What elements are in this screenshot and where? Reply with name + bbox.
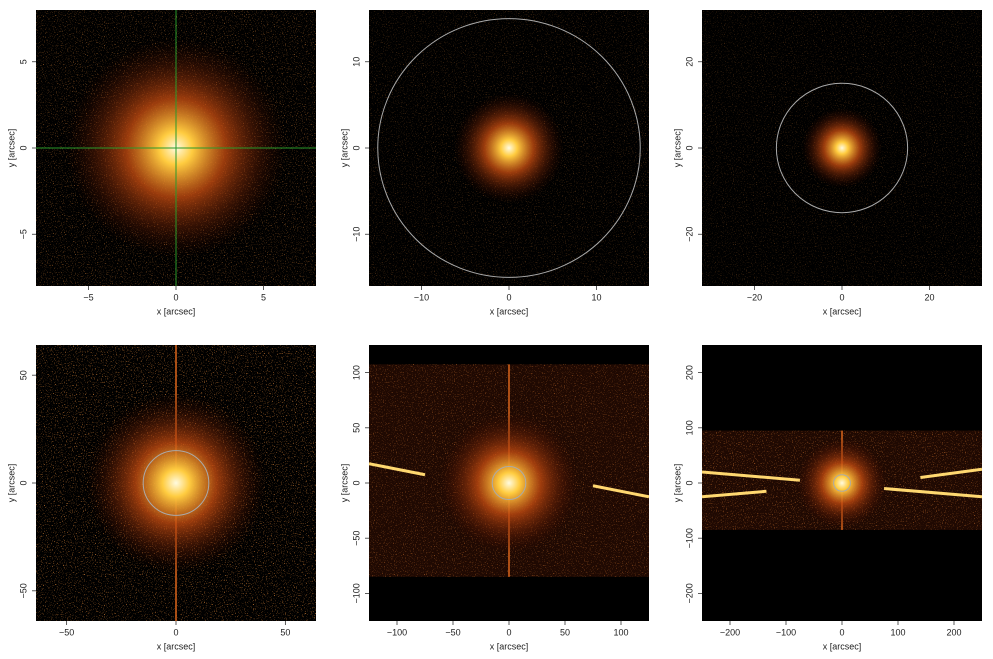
source-glow: [802, 108, 882, 188]
y-tick-label: 10: [351, 57, 361, 67]
panel: −10 0 10 −10 0 10 x [arcsec] y [arcsec]: [339, 10, 649, 316]
x-tick-label: 100: [613, 627, 628, 637]
y-tick-label: −10: [351, 227, 361, 242]
extraction-circle: [377, 18, 641, 278]
extraction-circle: [775, 82, 909, 214]
image: [369, 345, 649, 621]
x-tick-label: −20: [747, 292, 762, 302]
x-axis-label: x [arcsec]: [823, 641, 862, 651]
panel: −20 0 20 −20 0 20 x [arcsec] y [arcsec]: [672, 10, 982, 316]
panel: −50 0 50 −50 0 50 x [arcsec] y [arcsec]: [6, 345, 316, 651]
y-tick-label: −100: [351, 583, 361, 603]
x-tick-label: 100: [890, 627, 905, 637]
streak: [702, 470, 801, 482]
x-tick-label: 0: [173, 292, 178, 302]
y-tick-label: 0: [18, 480, 28, 485]
image: [369, 10, 649, 286]
y-tick-label: 5: [18, 59, 28, 64]
x-tick-label: −50: [59, 627, 74, 637]
x-axis-label: x [arcsec]: [157, 306, 196, 316]
x-axis-label: x [arcsec]: [823, 306, 862, 316]
y-axis-label: y [arcsec]: [339, 464, 349, 503]
x-tick-label: −200: [720, 627, 740, 637]
streak: [702, 489, 767, 499]
y-tick-label: −200: [684, 583, 694, 603]
y-tick-label: 100: [351, 365, 361, 380]
panel: −100 −50 0 50 100 −100 −50 0 50 100 x [arcsec] y [a…: [339, 345, 649, 651]
y-axis-label: y [arcsec]: [6, 464, 16, 503]
x-tick-label: 50: [560, 627, 570, 637]
streak: [369, 462, 426, 477]
y-tick-label: 0: [351, 480, 361, 485]
y-tick-label: −20: [684, 227, 694, 242]
x-tick-label: 50: [280, 627, 290, 637]
x-tick-label: 0: [839, 627, 844, 637]
source-glow: [439, 413, 579, 553]
y-tick-label: 100: [684, 420, 694, 435]
y-tick-label: 0: [684, 145, 694, 150]
y-axis-label: y [arcsec]: [6, 129, 16, 168]
streak: [883, 487, 982, 499]
y-axis-label: y [arcsec]: [672, 129, 682, 168]
x-axis-label: x [arcsec]: [490, 641, 529, 651]
x-tick-label: 0: [173, 627, 178, 637]
streak: [920, 467, 982, 479]
y-tick-label: −50: [18, 583, 28, 598]
y-tick-label: −100: [684, 528, 694, 548]
image: [702, 10, 982, 286]
source-glow: [86, 393, 266, 573]
x-tick-label: −100: [387, 627, 407, 637]
x-tick-label: 10: [591, 292, 601, 302]
x-tick-label: −5: [83, 292, 93, 302]
y-tick-label: 200: [684, 365, 694, 380]
x-tick-label: 0: [506, 292, 511, 302]
y-tick-label: 50: [351, 423, 361, 433]
y-tick-label: 0: [684, 480, 694, 485]
panel: −200 −100 0 100 200 −200 −100 0 100 200 x [arcsec]…: [672, 345, 982, 651]
y-tick-label: 20: [684, 57, 694, 67]
x-axis-label: x [arcsec]: [157, 641, 196, 651]
image: [36, 345, 316, 621]
extraction-circle: [833, 474, 851, 492]
x-tick-label: 0: [506, 627, 511, 637]
extraction-circle: [142, 450, 210, 516]
x-tick-label: −50: [445, 627, 460, 637]
y-tick-label: 0: [18, 145, 28, 150]
y-tick-label: −50: [351, 531, 361, 546]
x-tick-label: −100: [776, 627, 796, 637]
panel: −5 0 5 −5 0 5 x [arcsec] y [arcsec]: [6, 10, 316, 316]
y-axis-label: y [arcsec]: [339, 129, 349, 168]
y-tick-label: 0: [351, 145, 361, 150]
extraction-circle: [491, 465, 527, 501]
x-axis-label: x [arcsec]: [490, 306, 529, 316]
y-tick-label: 50: [18, 370, 28, 380]
source-glow: [797, 438, 887, 528]
source-glow: [454, 93, 564, 203]
image: [702, 345, 982, 621]
x-tick-label: 0: [839, 292, 844, 302]
y-axis-label: y [arcsec]: [672, 464, 682, 503]
x-tick-label: 5: [261, 292, 266, 302]
y-tick-label: −5: [18, 229, 28, 239]
x-tick-label: −10: [414, 292, 429, 302]
x-tick-label: 20: [924, 292, 934, 302]
image: [36, 10, 316, 286]
x-tick-label: 200: [946, 627, 961, 637]
streak: [592, 484, 649, 499]
